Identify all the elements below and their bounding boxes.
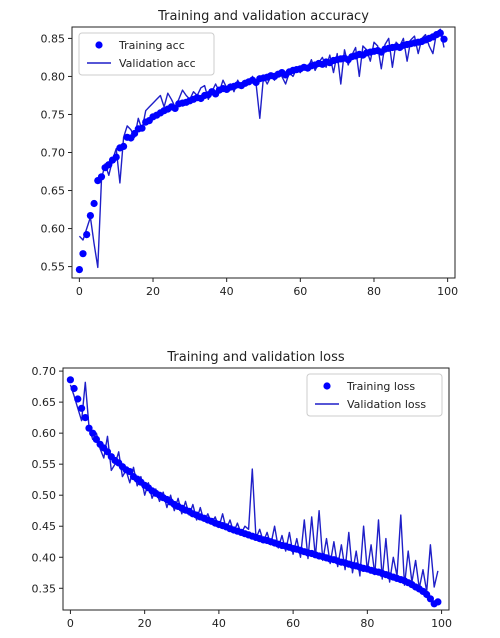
data-point: [78, 404, 86, 412]
x-tick-label: 40: [220, 285, 234, 298]
chart-1: Training and validation accuracy 0 20 40 60 8…: [41, 9, 459, 298]
legend-box: [78, 32, 215, 76]
y-tick-label: 0.80: [41, 70, 66, 83]
y-tick-label: 0.40: [32, 551, 57, 564]
y-tick-label: 0.60: [32, 427, 57, 440]
y-tick-label: 0.70: [32, 365, 57, 378]
series-validation-acc: [78, 28, 445, 269]
data-point: [440, 35, 448, 43]
x-tick-label: 80: [360, 617, 374, 630]
data-point: [426, 595, 434, 603]
legend-label: Validation loss: [347, 398, 426, 411]
y-tick-label: 0.45: [32, 520, 57, 533]
y-tick-label: 0.55: [41, 261, 66, 274]
data-point: [434, 598, 442, 606]
data-point: [103, 448, 112, 456]
x-tick-label: 0: [76, 285, 83, 298]
axes-frame: [62, 367, 450, 611]
chart-title: Training and validation accuracy: [157, 9, 369, 24]
legend: Training acc Validation acc: [78, 32, 215, 76]
data-point: [70, 384, 78, 393]
legend-label: Validation acc: [119, 57, 196, 70]
x-tick-label: 0: [67, 617, 74, 630]
x-tick-label: 100: [437, 285, 458, 298]
data-point: [85, 424, 93, 432]
data-point: [138, 124, 146, 132]
x-tick-label: 60: [293, 285, 307, 298]
legend-marker-swatch: [323, 382, 331, 390]
data-point: [75, 266, 83, 274]
y-tick-label: 0.65: [32, 396, 57, 409]
data-point: [92, 435, 100, 443]
data-point: [74, 395, 82, 403]
chart-2: Training and validation loss 0 20 40 60 80 100…: [32, 350, 453, 630]
y-tick-label: 0.35: [32, 582, 57, 595]
data-point: [126, 468, 134, 476]
legend-box: [306, 373, 443, 417]
chart-title: Training and validation loss: [166, 350, 344, 365]
x-tick-label: 100: [431, 617, 452, 630]
y-tick-label: 0.65: [41, 185, 66, 198]
y-tick-label: 0.50: [32, 489, 57, 502]
series-training-loss: [66, 376, 442, 608]
y-tick-label: 0.55: [32, 458, 57, 471]
y-tick-label: 0.60: [41, 223, 66, 236]
x-tick-label: 40: [212, 617, 226, 630]
data-point: [79, 250, 87, 258]
y-tick-label: 0.70: [41, 147, 66, 160]
data-point: [97, 173, 106, 181]
y-tick-label: 0.75: [41, 108, 66, 121]
x-tick-label: 20: [146, 285, 160, 298]
data-point: [66, 376, 74, 384]
data-point: [436, 29, 444, 37]
x-tick-label: 80: [367, 285, 381, 298]
data-point: [120, 142, 128, 150]
legend-label: Training acc: [118, 39, 185, 52]
x-tick-label: 20: [138, 617, 152, 630]
legend-marker-swatch: [95, 41, 103, 49]
data-point: [86, 212, 94, 220]
data-point: [83, 231, 91, 239]
legend: Training loss Validation loss: [306, 373, 443, 417]
series-line: [78, 28, 445, 269]
series-training-acc: [75, 29, 448, 274]
data-point: [112, 153, 120, 161]
data-point: [90, 199, 98, 208]
data-point: [89, 429, 97, 437]
x-tick-label: 60: [286, 617, 300, 630]
data-point: [81, 414, 89, 422]
y-tick-label: 0.85: [41, 32, 66, 45]
legend-label: Training loss: [346, 380, 415, 393]
